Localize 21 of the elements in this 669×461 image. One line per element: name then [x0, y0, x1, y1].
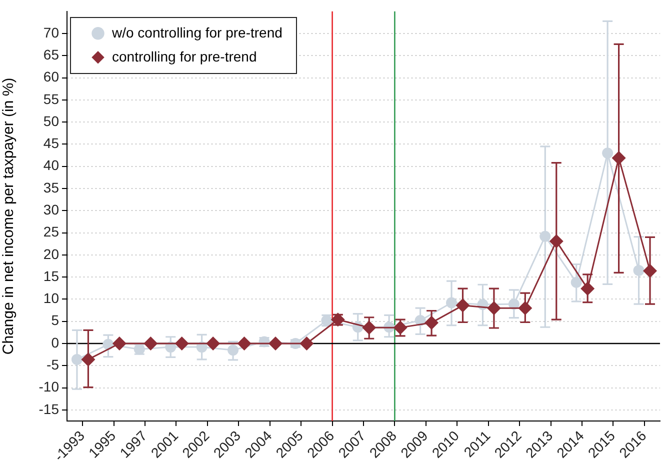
y-tick-label: 10 — [43, 290, 60, 306]
y-tick-label: -5 — [46, 356, 60, 373]
y-tick-label: 65 — [43, 46, 60, 63]
y-tick-label: 20 — [43, 246, 60, 262]
y-tick-label: 25 — [43, 224, 60, 240]
y-tick-label: 30 — [43, 202, 60, 218]
y-tick-label: 40 — [43, 157, 60, 174]
y-tick-label: 45 — [43, 135, 60, 152]
y-tick-label: -10 — [38, 378, 60, 395]
y-axis-title: Change in net income per taxpayer (in %) — [0, 78, 18, 355]
y-tick-label: 70 — [43, 24, 60, 40]
legend-label: w/o controlling for pre-trend — [111, 24, 282, 40]
y-tick-label: 0 — [51, 334, 60, 350]
y-tick-label: 50 — [43, 112, 60, 129]
y-tick-label: 35 — [43, 179, 60, 196]
legend-label: controlling for pre-trend — [112, 48, 257, 64]
y-tick-label: 55 — [43, 90, 60, 107]
y-tick-label: 60 — [43, 68, 60, 85]
y-tick-label: -15 — [38, 400, 60, 417]
y-tick-label: 15 — [43, 268, 60, 284]
y-tick-label: 5 — [51, 312, 60, 328]
